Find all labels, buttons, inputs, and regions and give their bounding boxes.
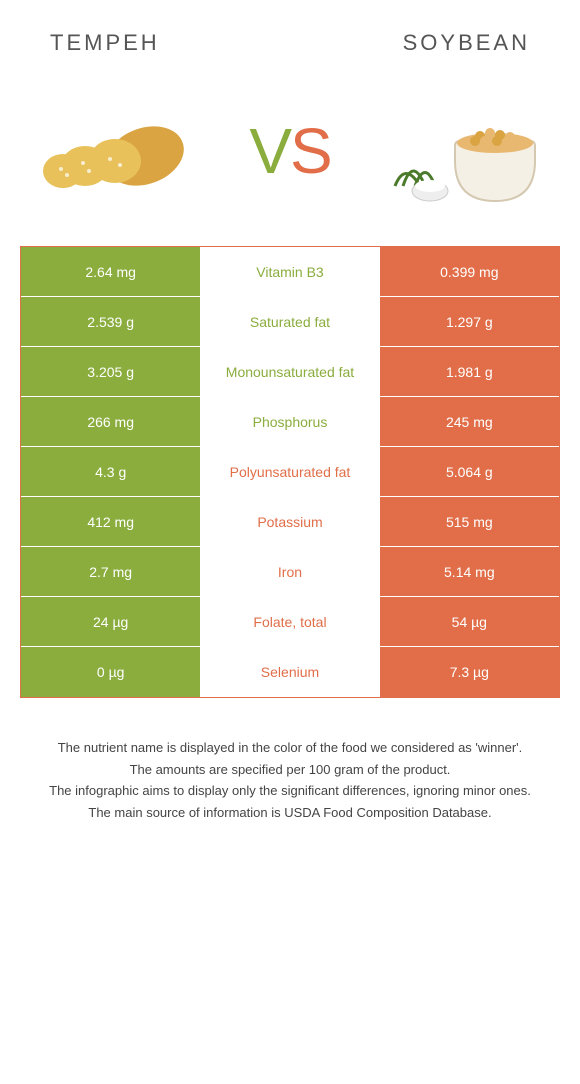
table-row: 412 mgPotassium515 mg — [21, 497, 559, 547]
header-left-title: Tempeh — [50, 30, 160, 56]
table-row: 2.539 gSaturated fat1.297 g — [21, 297, 559, 347]
right-value-cell: 54 µg — [380, 597, 559, 646]
left-value-cell: 24 µg — [21, 597, 200, 646]
nutrient-label-cell: Iron — [200, 547, 379, 596]
comparison-table: 2.64 mgVitamin B30.399 mg2.539 gSaturate… — [20, 246, 560, 698]
table-row: 266 mgPhosphorus245 mg — [21, 397, 559, 447]
right-value-cell: 515 mg — [380, 497, 559, 546]
right-value-cell: 1.981 g — [380, 347, 559, 396]
nutrient-label-cell: Potassium — [200, 497, 379, 546]
vs-s: S — [290, 115, 331, 187]
footnote-line: The amounts are specified per 100 gram o… — [20, 760, 560, 780]
left-value-cell: 4.3 g — [21, 447, 200, 496]
footnote: The nutrient name is displayed in the co… — [0, 698, 580, 844]
footnote-line: The nutrient name is displayed in the co… — [20, 738, 560, 758]
nutrient-label-cell: Saturated fat — [200, 297, 379, 346]
table-row: 0 µgSelenium7.3 µg — [21, 647, 559, 697]
footnote-line: The infographic aims to display only the… — [20, 781, 560, 801]
table-row: 4.3 gPolyunsaturated fat5.064 g — [21, 447, 559, 497]
images-row: VS — [0, 66, 580, 246]
right-value-cell: 5.14 mg — [380, 547, 559, 596]
nutrient-label-cell: Monounsaturated fat — [200, 347, 379, 396]
header: Tempeh Soybean — [0, 0, 580, 66]
nutrient-label-cell: Vitamin B3 — [200, 247, 379, 296]
right-value-cell: 7.3 µg — [380, 647, 559, 697]
tempeh-image — [30, 86, 200, 216]
left-value-cell: 2.64 mg — [21, 247, 200, 296]
nutrient-label-cell: Phosphorus — [200, 397, 379, 446]
soybean-image — [380, 86, 550, 216]
left-value-cell: 2.539 g — [21, 297, 200, 346]
table-row: 3.205 gMonounsaturated fat1.981 g — [21, 347, 559, 397]
table-row: 2.64 mgVitamin B30.399 mg — [21, 247, 559, 297]
right-value-cell: 245 mg — [380, 397, 559, 446]
nutrient-label-cell: Selenium — [200, 647, 379, 697]
right-value-cell: 0.399 mg — [380, 247, 559, 296]
table-row: 2.7 mgIron5.14 mg — [21, 547, 559, 597]
nutrient-label-cell: Polyunsaturated fat — [200, 447, 379, 496]
left-value-cell: 3.205 g — [21, 347, 200, 396]
right-value-cell: 1.297 g — [380, 297, 559, 346]
nutrient-label-cell: Folate, total — [200, 597, 379, 646]
right-value-cell: 5.064 g — [380, 447, 559, 496]
left-value-cell: 412 mg — [21, 497, 200, 546]
vs-v: V — [249, 115, 290, 187]
vs-label: VS — [249, 114, 330, 188]
table-row: 24 µgFolate, total54 µg — [21, 597, 559, 647]
left-value-cell: 266 mg — [21, 397, 200, 446]
header-right-title: Soybean — [403, 30, 530, 56]
left-value-cell: 2.7 mg — [21, 547, 200, 596]
left-value-cell: 0 µg — [21, 647, 200, 697]
footnote-line: The main source of information is USDA F… — [20, 803, 560, 823]
